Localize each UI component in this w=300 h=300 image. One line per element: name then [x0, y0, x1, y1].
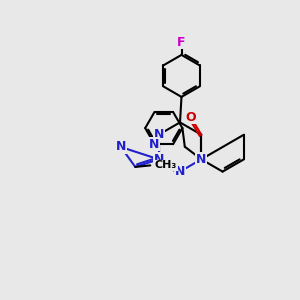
Text: N: N	[175, 165, 185, 178]
Text: N: N	[154, 153, 164, 166]
Text: N: N	[196, 153, 206, 166]
Text: N: N	[154, 128, 164, 141]
Text: F: F	[177, 36, 186, 49]
Text: CH₃: CH₃	[155, 160, 177, 170]
Text: N: N	[149, 138, 160, 151]
Text: N: N	[116, 140, 126, 154]
Text: O: O	[185, 111, 196, 124]
